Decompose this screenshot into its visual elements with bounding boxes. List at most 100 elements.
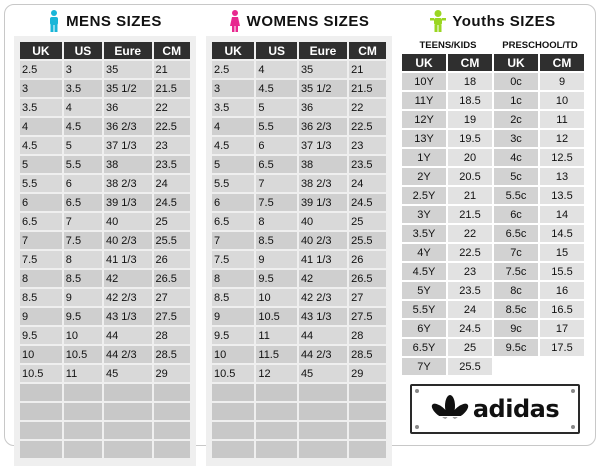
womens-cell: 6.5 (256, 156, 297, 173)
mens-cell: 7.5 (63, 232, 103, 249)
womens-cell: 6 (256, 137, 297, 154)
womens-table-row (212, 384, 386, 401)
womens-cell: 5.5 (256, 118, 297, 135)
womens-table-row: 7.5 9 41 1/3 26 (212, 251, 386, 268)
mens-cell: 39 1/3 (104, 194, 152, 211)
youths-table-row: 13Y 19.5 3c 12 (402, 130, 584, 147)
mens-table-row: 5.5 6 38 2/3 24 (20, 175, 190, 192)
mens-cell (104, 384, 152, 401)
mens-cell: 41 1/3 (104, 251, 152, 268)
womens-table-row: 4 5.5 36 2/3 22.5 (212, 118, 386, 135)
mens-cell: 9 (20, 308, 62, 325)
youths-cell: 1c (494, 92, 538, 109)
youths-cell: 5Y (402, 282, 446, 299)
womens-cell: 12 (256, 365, 297, 382)
mens-cell: 24.5 (153, 194, 190, 211)
youths-cell: 7c (494, 244, 538, 261)
mens-cell (63, 403, 103, 420)
womens-table-row: 3 4.5 35 1/2 21.5 (212, 80, 386, 97)
womens-cell: 6 (212, 194, 255, 211)
youths-panel: Youths SIZES TEENS/KIDS PRESCHOOL/TD UK … (400, 6, 586, 377)
mens-cell (20, 384, 62, 401)
womens-cell (349, 403, 386, 420)
womens-cell: 5 (256, 99, 297, 116)
youths-cell: 21.5 (448, 206, 492, 223)
mens-cell: 8.5 (20, 289, 62, 306)
womens-cell: 7 (256, 175, 297, 192)
womens-cell: 7.5 (212, 251, 255, 268)
youths-cell: 17.5 (540, 339, 584, 356)
mens-cell: 9.5 (20, 327, 62, 344)
womens-table-row: 6.5 8 40 25 (212, 213, 386, 230)
mens-cell: 5.5 (20, 175, 62, 192)
womens-cell: 41 1/3 (298, 251, 348, 268)
mens-table-row: 8 8.5 42 26.5 (20, 270, 190, 287)
youths-cell: 4Y (402, 244, 446, 261)
preschool-label: PRESCHOOL/TD (494, 38, 584, 52)
womens-table-row: 2.5 4 35 21 (212, 61, 386, 78)
mens-table-row: 2.5 3 35 21 (20, 61, 190, 78)
womens-cell (256, 422, 297, 439)
womens-cell: 24 (349, 175, 386, 192)
womens-cell: 22.5 (349, 118, 386, 135)
youths-cell: 16 (540, 282, 584, 299)
mens-title: MENS SIZES (14, 6, 196, 36)
womens-cell: 11 (256, 327, 297, 344)
youths-table-row: 3Y 21.5 6c 14 (402, 206, 584, 223)
youths-cell: 8.5c (494, 301, 538, 318)
womens-cell: 4.5 (256, 80, 297, 97)
mens-cell: 11 (63, 365, 103, 382)
mens-cell: 38 2/3 (104, 175, 152, 192)
mens-table-row: 7.5 8 41 1/3 26 (20, 251, 190, 268)
mens-table-row: 10 10.5 44 2/3 28.5 (20, 346, 190, 363)
mens-header-cm: CM (153, 42, 190, 59)
male-person-icon (50, 10, 59, 32)
womens-cell: 25.5 (349, 232, 386, 249)
mens-cell: 23.5 (153, 156, 190, 173)
mens-cell: 36 (104, 99, 152, 116)
mens-table-row: 6 6.5 39 1/3 24.5 (20, 194, 190, 211)
womens-cell: 10.5 (212, 365, 255, 382)
womens-cell: 10.5 (256, 308, 297, 325)
mens-cell: 7 (20, 232, 62, 249)
womens-table-body: UK US Eure CM 2.5 4 35 21 3 4.5 35 1/2 21.5 3.5 5… (206, 36, 392, 466)
youths-cell: 2Y (402, 168, 446, 185)
female-person-icon (229, 10, 240, 32)
womens-cell: 42 2/3 (298, 289, 348, 306)
womens-cell: 37 1/3 (298, 137, 348, 154)
mens-cell: 26 (153, 251, 190, 268)
mens-cell: 3.5 (63, 80, 103, 97)
mens-header-us: US (63, 42, 103, 59)
womens-cell (349, 422, 386, 439)
mens-table-row: 6.5 7 40 25 (20, 213, 190, 230)
womens-cell (298, 422, 348, 439)
youths-table-row: 11Y 18.5 1c 10 (402, 92, 584, 109)
mens-cell: 28.5 (153, 346, 190, 363)
youths-table-row: 12Y 19 2c 11 (402, 111, 584, 128)
youths-cell: 8c (494, 282, 538, 299)
womens-cell: 3.5 (212, 99, 255, 116)
mens-cell: 37 1/3 (104, 137, 152, 154)
youths-title: Youths SIZES (400, 6, 586, 36)
mens-cell: 40 2/3 (104, 232, 152, 249)
womens-cell: 8.5 (212, 289, 255, 306)
womens-cell: 35 (298, 61, 348, 78)
mens-table-row: 5 5.5 38 23.5 (20, 156, 190, 173)
mens-cell: 45 (104, 365, 152, 382)
mens-cell: 27 (153, 289, 190, 306)
youths-table-row: 3.5Y 22 6.5c 14.5 (402, 225, 584, 242)
mens-cell: 28 (153, 327, 190, 344)
mens-table-row: 8.5 9 42 2/3 27 (20, 289, 190, 306)
mens-cell (20, 422, 62, 439)
youths-cell: 14 (540, 206, 584, 223)
womens-cell: 11.5 (256, 346, 297, 363)
youths-cell: 19.5 (448, 130, 492, 147)
youths-cell: 17 (540, 320, 584, 337)
trefoil-icon (430, 395, 469, 424)
child-person-icon (430, 10, 447, 32)
youths-cell: 4.5Y (402, 263, 446, 280)
mens-cell: 6 (20, 194, 62, 211)
mens-cell: 25 (153, 213, 190, 230)
womens-cell: 4 (212, 118, 255, 135)
youths-table-row: 6.5Y 25 9.5c 17.5 (402, 339, 584, 356)
